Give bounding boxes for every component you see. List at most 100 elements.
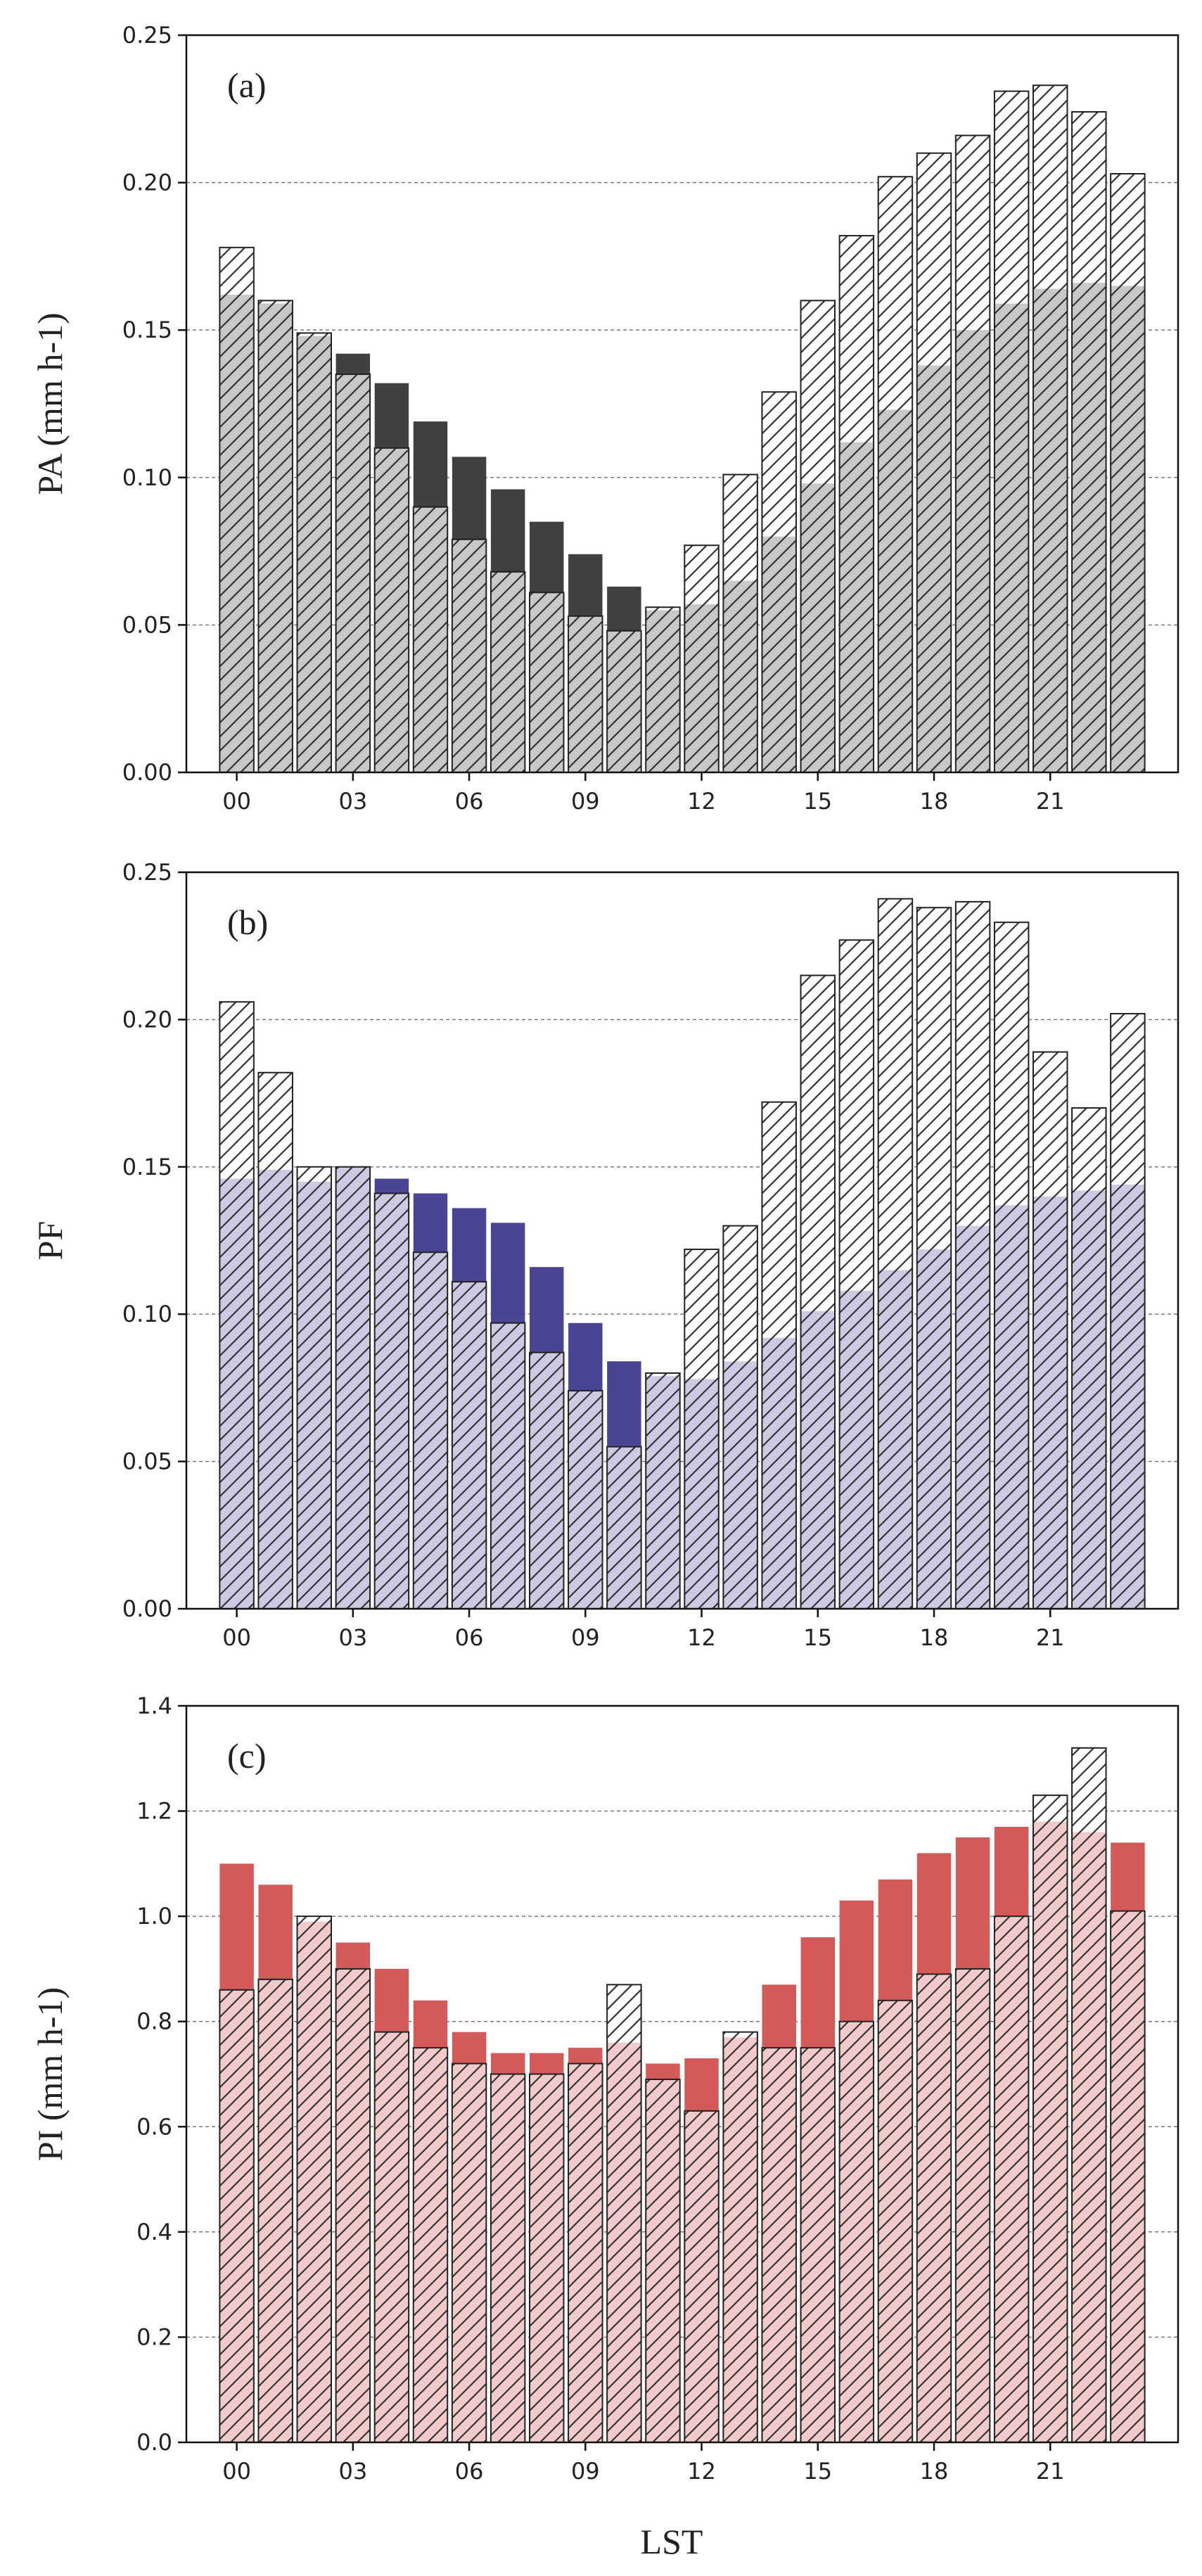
- bar-hatched: [684, 1249, 720, 1609]
- bar-solid: [413, 2000, 448, 2048]
- y-tick-label: 0.4: [136, 2219, 172, 2245]
- y-axis-label: PI (mm h-1): [30, 1987, 70, 2161]
- y-tick-label: 0.25: [122, 859, 172, 886]
- bar-solid: [568, 1322, 603, 1391]
- bar-hatched: [1071, 110, 1107, 773]
- bar-solid: [529, 521, 564, 593]
- bar-solid: [452, 2032, 487, 2064]
- bar-hatched: [606, 1984, 642, 2443]
- bar-solid: [1111, 1842, 1145, 1911]
- bar-hatched: [722, 1225, 758, 1610]
- bar-hatched: [645, 1372, 681, 1609]
- bar-solid: [452, 457, 487, 540]
- bar-hatched: [684, 2110, 720, 2444]
- bar-hatched: [451, 1281, 487, 1609]
- bar-hatched: [877, 1999, 914, 2444]
- x-tick-label: 21: [1036, 788, 1065, 815]
- bar-hatched: [606, 630, 642, 773]
- bar-hatched: [219, 1001, 255, 1609]
- x-tick-label: 12: [687, 2458, 716, 2485]
- bar-hatched: [993, 1915, 1030, 2443]
- bar-hatched: [528, 2073, 565, 2443]
- x-tick-label: 21: [1036, 2458, 1065, 2485]
- y-tick-label: 0.0: [136, 2429, 172, 2456]
- plot-frame: [185, 34, 1179, 774]
- x-tick-label: 18: [920, 2458, 949, 2485]
- bar-hatched: [373, 2031, 410, 2443]
- bar-hatched: [1110, 173, 1146, 774]
- panel-a: 0.00 0.05 0.10 0.15 0.20 0.25 00 03 06 09 12 15 18 21…: [30, 22, 1179, 815]
- bar-solid: [335, 353, 371, 375]
- y-tick-label: 0.6: [136, 2113, 172, 2140]
- x-tick-label: 15: [803, 2458, 832, 2485]
- x-tick-label: 09: [571, 788, 600, 815]
- plot-frame: [185, 1704, 1179, 2444]
- bar-hatched: [257, 300, 293, 773]
- bar-solid: [490, 2053, 525, 2074]
- bar-hatched: [490, 2073, 526, 2443]
- y-tick-label: 0.8: [136, 2008, 172, 2035]
- bar-solid: [684, 2058, 719, 2111]
- bar-hatched: [761, 391, 797, 773]
- bar-solid: [646, 2063, 680, 2079]
- bar-hatched: [412, 2047, 449, 2444]
- x-tick-label: 06: [455, 788, 484, 815]
- panel-c: 0.0 0.2 0.4 0.6 0.8 1.0 1.2 1.4 00 03 06 09 12 15 18 21…: [30, 1692, 1179, 2485]
- bar-hatched: [606, 1446, 642, 1609]
- bar-hatched: [412, 506, 449, 773]
- bar-hatched: [916, 152, 952, 773]
- panel-label: (c): [227, 1736, 267, 1775]
- y-tick-label: 0.15: [122, 1154, 172, 1180]
- bar-hatched: [568, 615, 603, 773]
- bar-hatched: [257, 1978, 293, 2443]
- x-axis-label: LST: [641, 2522, 703, 2561]
- bar-hatched: [838, 2020, 875, 2444]
- bar-hatched: [373, 447, 410, 773]
- bar-solid: [452, 1208, 487, 1282]
- y-tick-label: 0.05: [122, 611, 172, 638]
- bar-solid: [335, 1942, 371, 1969]
- x-tick-label: 03: [338, 1624, 367, 1651]
- bar-hatched: [838, 939, 875, 1609]
- x-tick-label: 06: [455, 1624, 484, 1651]
- y-tick-label: 0.20: [122, 1006, 172, 1033]
- bar-hatched: [916, 907, 952, 1609]
- bar-hatched: [954, 134, 991, 773]
- x-tick-label: 00: [222, 1624, 251, 1651]
- y-tick-label: 0.00: [122, 1595, 172, 1622]
- y-tick-label: 0.25: [122, 22, 172, 49]
- bar-hatched: [993, 90, 1030, 773]
- bar-hatched: [1110, 1910, 1146, 2443]
- bar-hatched: [335, 1166, 371, 1610]
- bar-solid: [258, 1885, 293, 1979]
- x-tick-label: 03: [338, 2458, 367, 2485]
- x-tick-label: 18: [920, 788, 949, 815]
- y-tick-label: 0.05: [122, 1448, 172, 1475]
- bar-hatched: [296, 1915, 332, 2443]
- bar-solid: [413, 1193, 448, 1253]
- x-tick-label: 09: [571, 2458, 600, 2485]
- bar-hatched: [993, 922, 1030, 1610]
- bar-solid: [916, 1853, 952, 1975]
- bar-hatched: [645, 2078, 681, 2443]
- x-tick-label: 00: [222, 788, 251, 815]
- y-axis-label: PF: [30, 1221, 70, 1261]
- bar-solid: [374, 1968, 409, 2032]
- bar-solid: [955, 1837, 990, 1969]
- bar-solid: [529, 1267, 564, 1353]
- bar-hatched: [684, 544, 720, 773]
- bar-hatched: [296, 1166, 332, 1610]
- bar-hatched: [296, 332, 332, 773]
- bar-hatched: [490, 570, 526, 773]
- x-tick-label: 15: [803, 1624, 832, 1651]
- bar-solid: [568, 2048, 603, 2064]
- y-tick-label: 0.10: [122, 1301, 172, 1327]
- y-tick-label: 1.4: [136, 1692, 172, 1719]
- bar-hatched: [528, 1351, 565, 1610]
- bar-hatched: [451, 538, 487, 773]
- bar-hatched: [568, 2062, 603, 2444]
- bar-hatched: [335, 1968, 371, 2443]
- panel-label: (b): [227, 903, 268, 942]
- y-tick-label: 0.10: [122, 464, 172, 491]
